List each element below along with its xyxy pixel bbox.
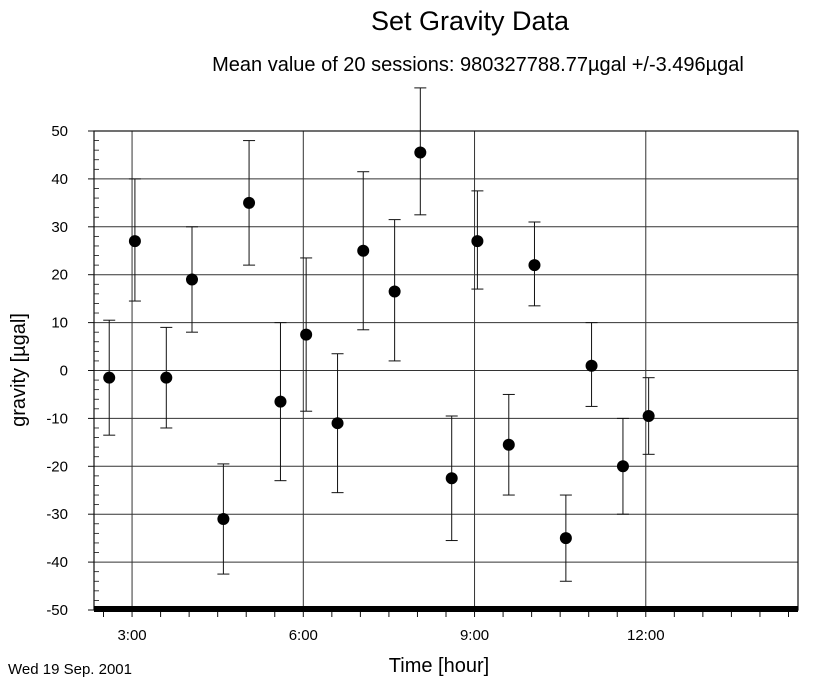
x-tick-label: 3:00 [117, 627, 146, 644]
x-tick-label: 6:00 [289, 627, 318, 644]
y-axis-title: gravity [µgal] [8, 313, 30, 427]
data-point [471, 235, 484, 248]
y-tick-label: -20 [46, 458, 68, 475]
grid-lines [94, 131, 798, 610]
data-point [185, 273, 198, 286]
data-point [616, 460, 629, 473]
data-point [300, 328, 313, 341]
x-axis-title: Time [hour] [389, 655, 489, 677]
data-point [243, 196, 256, 209]
data-point [217, 512, 230, 525]
y-tick-label: 20 [51, 267, 68, 284]
data-point [274, 395, 287, 408]
data-point [414, 146, 427, 159]
data-point [528, 259, 541, 272]
y-tick-label: 10 [51, 315, 68, 332]
y-tick-labels: 50 40 30 20 10 0 -10 -20 -30 -40 -50 [46, 123, 68, 619]
y-tick-label: -50 [46, 602, 68, 619]
y-tick-label: 30 [51, 219, 68, 236]
data-point [559, 532, 572, 545]
y-tick-label: -30 [46, 506, 68, 523]
data-point [331, 417, 344, 430]
data-series [103, 87, 655, 582]
x-tick-labels: 3:00 6:00 9:00 12:00 [117, 627, 664, 644]
chart-title: Set Gravity Data [371, 6, 570, 36]
x-tick-label: 9:00 [460, 627, 489, 644]
y-tick-label: -10 [46, 410, 68, 427]
data-point [103, 371, 116, 384]
y-tick-label: -40 [46, 554, 68, 571]
x-tick-label: 12:00 [627, 627, 665, 644]
data-point [445, 472, 458, 485]
data-point [160, 371, 173, 384]
data-point [502, 438, 515, 451]
data-point [388, 285, 401, 298]
y-tick-label: 0 [60, 363, 68, 380]
data-point [357, 244, 370, 257]
data-point [585, 359, 598, 372]
chart-subtitle: Mean value of 20 sessions: 980327788.77µ… [212, 54, 744, 76]
y-tick-label: 50 [51, 123, 68, 140]
date-label: Wed 19 Sep. 2001 [8, 661, 132, 678]
data-point [642, 410, 655, 423]
data-point [128, 235, 141, 248]
y-tick-label: 40 [51, 171, 68, 188]
minor-ticks [88, 130, 789, 617]
